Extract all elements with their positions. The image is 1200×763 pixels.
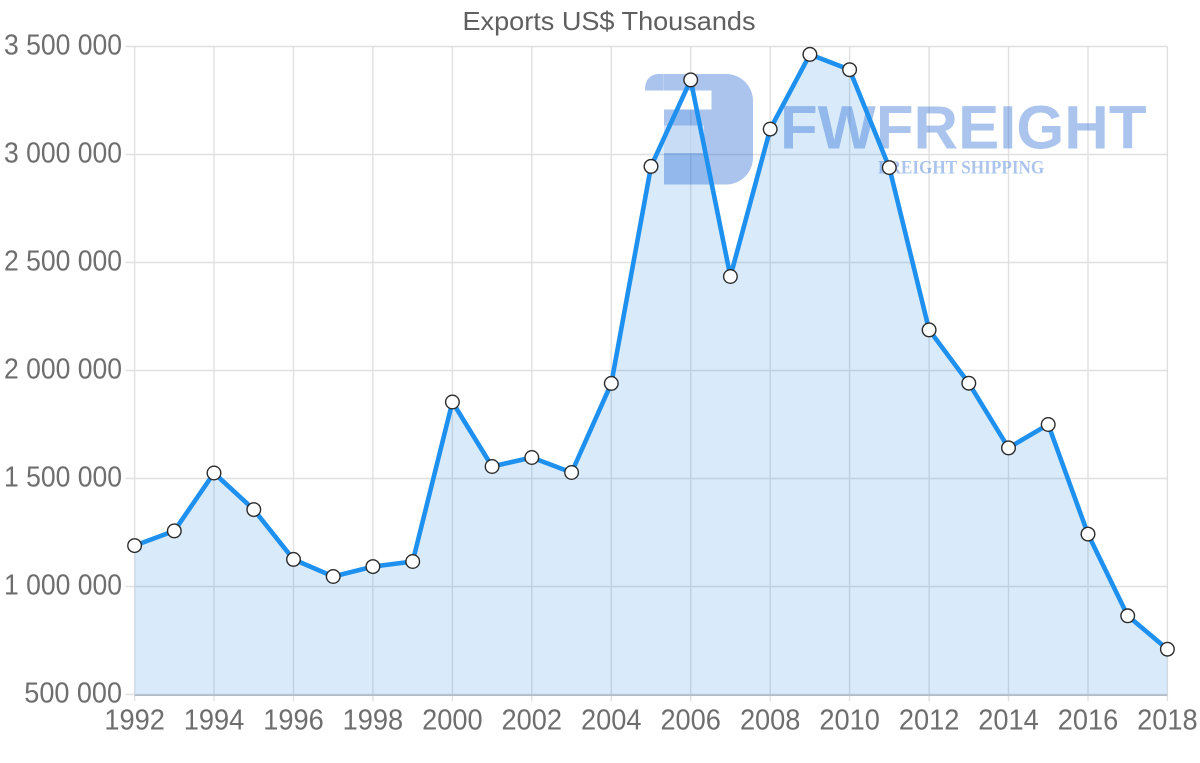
svg-text:3 000 000: 3 000 000 <box>4 137 122 169</box>
svg-text:2008: 2008 <box>740 704 801 736</box>
svg-text:2 500 000: 2 500 000 <box>4 245 122 277</box>
svg-text:2016: 2016 <box>1058 704 1119 736</box>
svg-text:2012: 2012 <box>899 704 960 736</box>
svg-text:FWFREIGHT: FWFREIGHT <box>780 93 1147 161</box>
svg-text:2000: 2000 <box>422 704 483 736</box>
svg-text:2014: 2014 <box>978 704 1039 736</box>
svg-text:2006: 2006 <box>660 704 721 736</box>
svg-text:1 000 000: 1 000 000 <box>4 569 122 601</box>
svg-text:1 500 000: 1 500 000 <box>4 461 122 493</box>
svg-text:2002: 2002 <box>502 704 563 736</box>
svg-text:2004: 2004 <box>581 704 642 736</box>
svg-text:500 000: 500 000 <box>24 677 122 709</box>
svg-text:3 500 000: 3 500 000 <box>4 29 122 61</box>
svg-text:Exports US$ Thousands: Exports US$ Thousands <box>463 6 756 36</box>
svg-text:1998: 1998 <box>343 704 404 736</box>
svg-text:1992: 1992 <box>104 704 165 736</box>
svg-text:1994: 1994 <box>184 704 245 736</box>
svg-text:2010: 2010 <box>819 704 880 736</box>
svg-text:2018: 2018 <box>1137 704 1198 736</box>
svg-text:2 000 000: 2 000 000 <box>4 353 122 385</box>
svg-text:FREIGHT SHIPPING: FREIGHT SHIPPING <box>878 158 1044 179</box>
svg-text:1996: 1996 <box>263 704 324 736</box>
